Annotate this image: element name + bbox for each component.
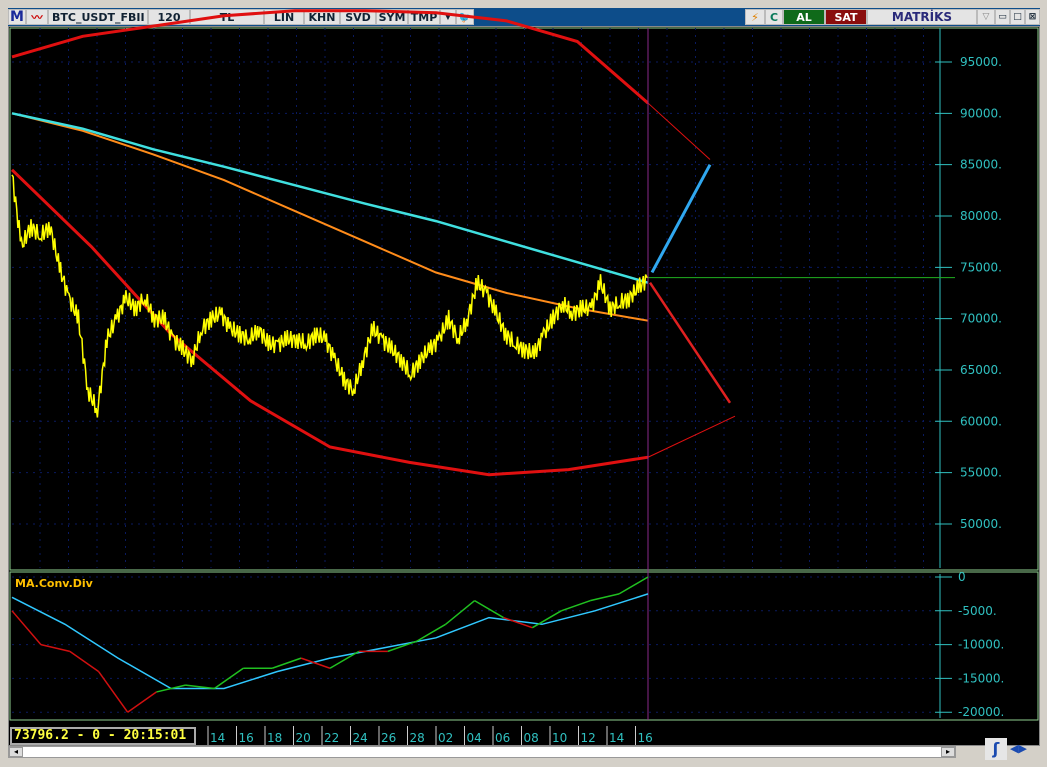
indicator-label: MA.Conv.Div [15, 577, 93, 590]
upper-projection-line [647, 102, 711, 160]
sell-button[interactable]: SAT [825, 9, 867, 25]
price-axis-label: 60000. [960, 414, 1002, 428]
scroll-right-button[interactable]: ▸ [941, 747, 955, 757]
time-axis-label: 22 [324, 731, 339, 745]
time-axis-label: 18 [267, 731, 282, 745]
moving-average-cyan-line [11, 112, 649, 284]
pan-arrows-icon[interactable]: ◀▶ [1010, 742, 1027, 755]
macd-line-segment [40, 643, 70, 653]
lower-projection-line [647, 415, 736, 458]
price-axis-label: 50000. [960, 517, 1002, 531]
refresh-icon[interactable]: C [765, 9, 783, 25]
signal-line [11, 593, 649, 690]
macd-line-segment [185, 684, 215, 690]
price-axis-label: 80000. [960, 209, 1002, 223]
macd-line-segment [590, 593, 620, 602]
maximize-icon[interactable]: □ [1010, 9, 1025, 25]
matriks-logo[interactable]: M [8, 9, 26, 25]
indicator-axis-label: -20000. [958, 705, 1004, 719]
buy-button[interactable]: AL [783, 9, 825, 25]
chart-toolbar: M 〰 BTC_USDT_FBII 120 TL LIN KHN SVD SYM… [8, 8, 1040, 26]
minimize-icon[interactable]: ▭ [995, 9, 1010, 25]
chart-type-icon[interactable]: 〰 [26, 9, 48, 25]
macd-line-segment [11, 610, 42, 646]
time-axis-label: 28 [410, 731, 425, 745]
menu-icon[interactable]: ▽ [977, 9, 995, 25]
time-axis-label: 04 [467, 731, 482, 745]
macd-line-segment [98, 671, 129, 713]
macd-line-segment [618, 576, 649, 595]
upper-band-line [11, 9, 649, 105]
price-line [11, 174, 649, 418]
macd-line-segment [300, 657, 331, 669]
macd-line-segment [329, 650, 360, 669]
indicator-axis-label: 0 [958, 570, 966, 584]
price-axis-label: 95000. [960, 55, 1002, 69]
price-axis-label: 75000. [960, 260, 1002, 274]
time-axis-label: 24 [353, 731, 368, 745]
macd-line-segment [156, 684, 186, 693]
bearish-projection-line [648, 282, 732, 404]
bullish-projection-line [650, 163, 712, 274]
price-axis-label: 90000. [960, 106, 1002, 120]
time-axis-label: 14 [609, 731, 624, 745]
macd-line-segment [531, 610, 562, 629]
macd-line-segment [387, 640, 417, 653]
indicator-axis-label: -15000. [958, 671, 1004, 685]
price-axis-label: 55000. [960, 466, 1002, 480]
flash-icon[interactable]: ⚡ [745, 9, 765, 25]
sync-icon[interactable]: ʃ [985, 738, 1007, 760]
time-axis-label: 26 [381, 731, 396, 745]
price-panel-border [9, 27, 1039, 571]
macd-line-segment [416, 623, 447, 642]
lower-band-line [10, 168, 649, 477]
close-icon[interactable]: ⊠ [1025, 9, 1040, 25]
price-axis-label: 65000. [960, 363, 1002, 377]
macd-line-segment [69, 650, 100, 673]
macd-line-segment [127, 691, 157, 713]
macd-line-segment [213, 667, 244, 690]
macd-line-segment [474, 600, 504, 619]
time-axis-label: 16 [239, 731, 254, 745]
time-axis-label: 14 [210, 731, 225, 745]
scroll-left-button[interactable]: ◂ [9, 747, 23, 757]
macd-line-segment [271, 657, 302, 669]
price-axis-label: 70000. [960, 312, 1002, 326]
macd-line-segment [503, 616, 533, 629]
horizontal-scrollbar[interactable]: ◂ ▸ [8, 746, 956, 758]
time-axis-label: 12 [581, 731, 596, 745]
status-readout: 73796.2 - 0 - 20:15:01 [10, 727, 196, 745]
macd-line-segment [445, 600, 476, 625]
indicator-axis-label: -5000. [958, 604, 997, 618]
time-axis-label: 02 [438, 731, 453, 745]
indicator-panel-border [9, 571, 1039, 721]
time-axis-label: 10 [552, 731, 567, 745]
price-axis-label: 85000. [960, 158, 1002, 172]
time-axis-label: 16 [638, 731, 653, 745]
macd-line-segment [561, 599, 591, 612]
time-axis-label: 20 [296, 731, 311, 745]
brand-logo: MATRİKS [867, 9, 977, 25]
moving-average-orange-line [11, 112, 649, 322]
indicator-axis-label: -10000. [958, 638, 1004, 652]
time-axis-label: 06 [495, 731, 510, 745]
time-axis-label: 08 [524, 731, 539, 745]
symbol-field[interactable]: BTC_USDT_FBII [48, 9, 148, 25]
